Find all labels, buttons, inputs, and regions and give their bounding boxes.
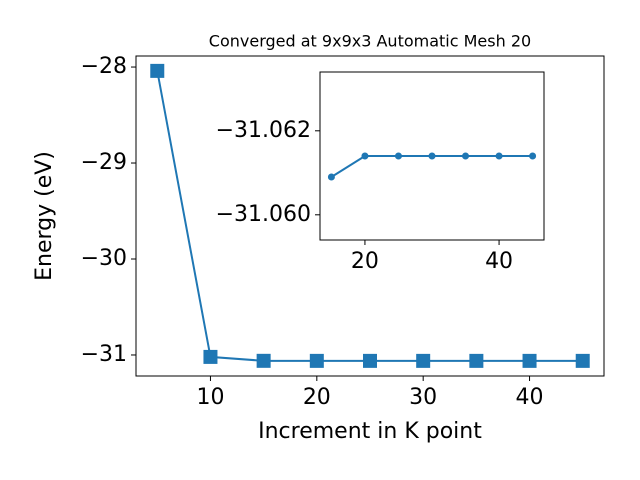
- marker: [363, 353, 377, 368]
- marker: [522, 353, 537, 368]
- marker: [428, 152, 436, 160]
- x-axis-label: Increment in K point: [258, 419, 482, 444]
- marker: [416, 353, 431, 368]
- marker: [256, 353, 271, 368]
- marker: [394, 152, 402, 160]
- marker: [361, 152, 369, 160]
- axes-frame: [135, 55, 605, 377]
- x-tick-label: 20: [303, 385, 331, 410]
- x-tick-label: 30: [409, 385, 437, 410]
- x-tick-label: 40: [516, 385, 544, 410]
- x-tick-label: 10: [196, 385, 224, 410]
- marker: [309, 353, 324, 368]
- y-tick-label: −31: [81, 342, 127, 367]
- marker: [469, 353, 484, 368]
- marker: [150, 63, 165, 78]
- marker: [327, 173, 335, 181]
- marker: [462, 152, 470, 160]
- axes-frame: [319, 71, 545, 241]
- y-tick-label: −31.060: [216, 202, 311, 227]
- y-tick-label: −30: [81, 246, 127, 271]
- marker: [203, 349, 218, 364]
- x-tick-label: 20: [351, 249, 379, 274]
- chart-title: Converged at 9x9x3 Automatic Mesh 20: [209, 32, 531, 51]
- y-tick-label: −29: [81, 150, 127, 175]
- y-tick-label: −31.062: [216, 118, 311, 143]
- marker: [575, 353, 590, 368]
- marker: [495, 152, 503, 160]
- x-tick-label: 40: [485, 249, 513, 274]
- y-tick-label: −28: [81, 54, 127, 79]
- marker: [529, 152, 537, 160]
- y-axis-label: Energy (eV): [32, 151, 57, 281]
